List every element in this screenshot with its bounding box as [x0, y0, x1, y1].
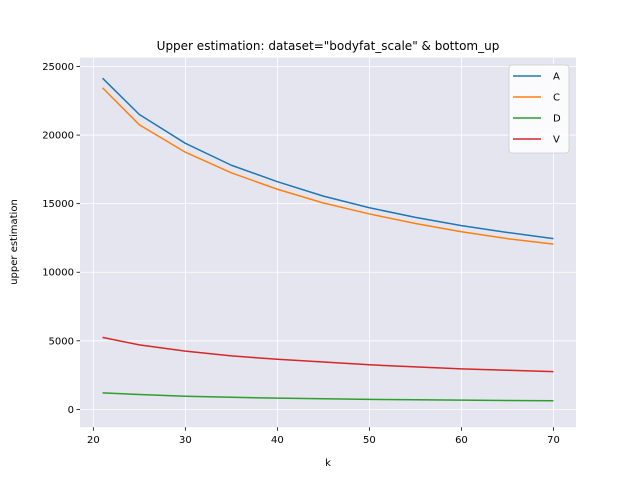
x-axis-label: k [325, 458, 331, 469]
series-lines [102, 77, 554, 402]
legend-label-V: V [553, 135, 560, 146]
x-tick-label: 20 [87, 435, 100, 446]
legend-label-A: A [553, 72, 560, 83]
legend-label-D: D [553, 114, 561, 125]
legend-box [508, 64, 570, 154]
y-axis-label: upper estimation [9, 199, 20, 285]
y-axis-ticks: 0 5000 10000 15000 20000 25000 [42, 62, 80, 416]
series-line-V [102, 336, 554, 373]
y-tick-label: 20000 [42, 131, 74, 142]
x-tick-label: 30 [179, 435, 192, 446]
y-tick-label: 25000 [42, 62, 74, 73]
series-line-C [102, 87, 554, 245]
x-tick-label: 60 [455, 435, 468, 446]
x-tick-label: 40 [271, 435, 284, 446]
legend-label-C: C [553, 93, 560, 104]
plot-area [80, 57, 576, 428]
x-tick-label: 70 [547, 435, 560, 446]
x-axis-ticks: 20 30 40 50 60 70 [87, 427, 560, 446]
chart-title: Upper estimation: dataset="bodyfat_scale… [157, 39, 500, 53]
series-line-A [102, 77, 554, 240]
y-tick-label: 15000 [42, 199, 74, 210]
y-tick-label: 5000 [49, 336, 74, 347]
series-line-D [102, 392, 554, 402]
y-tick-label: 10000 [42, 268, 74, 279]
y-tick-label: 0 [68, 405, 74, 416]
x-tick-label: 50 [363, 435, 376, 446]
